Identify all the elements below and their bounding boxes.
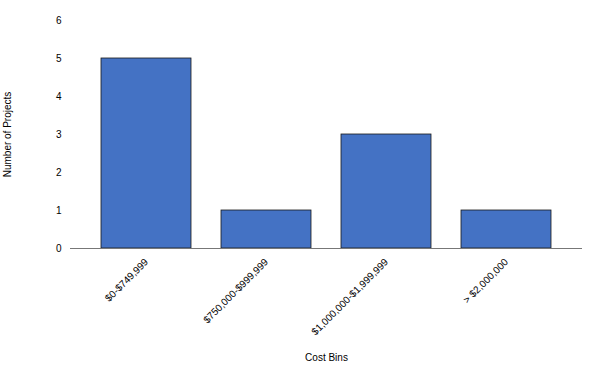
svg-text:6: 6: [56, 15, 62, 26]
svg-text:$750,000-$999,999: $750,000-$999,999: [201, 256, 270, 325]
svg-text:3: 3: [56, 129, 62, 140]
svg-text:4: 4: [56, 91, 62, 102]
svg-text:0: 0: [56, 243, 62, 254]
svg-text:$1,000,000-$1,999,999: $1,000,000-$1,999,999: [309, 256, 390, 337]
svg-text:5: 5: [56, 53, 62, 64]
svg-text:> $2,000,000: > $2,000,000: [461, 256, 511, 306]
svg-text:$0-$749,999: $0-$749,999: [103, 256, 151, 304]
svg-text:Number of Projects: Number of Projects: [2, 92, 13, 178]
svg-text:1: 1: [56, 205, 62, 216]
svg-text:2: 2: [56, 167, 62, 178]
svg-text:Cost Bins: Cost Bins: [305, 352, 348, 363]
